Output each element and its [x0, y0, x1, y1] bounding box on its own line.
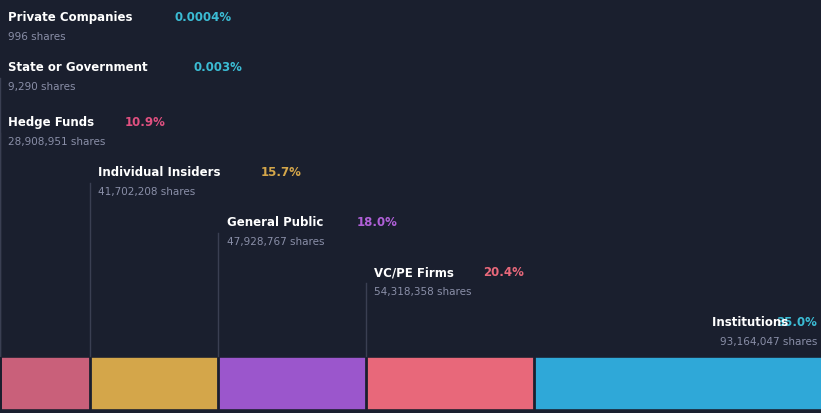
Text: Institutions: Institutions [712, 315, 792, 328]
Text: 41,702,208 shares: 41,702,208 shares [98, 187, 195, 197]
Text: 18.0%: 18.0% [356, 216, 397, 228]
Text: 93,164,047 shares: 93,164,047 shares [719, 336, 817, 346]
Text: 20.4%: 20.4% [483, 266, 524, 278]
Text: State or Government: State or Government [8, 61, 152, 74]
Text: 0.003%: 0.003% [194, 61, 242, 74]
Bar [534, 358, 821, 408]
Text: 996 shares: 996 shares [8, 32, 66, 42]
Text: 28,908,951 shares: 28,908,951 shares [8, 137, 106, 147]
Text: 47,928,767 shares: 47,928,767 shares [227, 236, 324, 247]
Text: 0.0004%: 0.0004% [174, 11, 232, 24]
Bar [89, 358, 218, 408]
Text: 10.9%: 10.9% [125, 116, 166, 129]
Text: 15.7%: 15.7% [261, 166, 302, 178]
Bar [366, 358, 534, 408]
Text: Hedge Funds: Hedge Funds [8, 116, 99, 129]
Text: 9,290 shares: 9,290 shares [8, 82, 76, 92]
Text: VC/PE Firms: VC/PE Firms [374, 266, 458, 278]
Text: 35.0%: 35.0% [776, 315, 817, 328]
Bar [0, 358, 89, 408]
Bar [218, 358, 366, 408]
Text: Individual Insiders: Individual Insiders [98, 166, 224, 178]
Text: General Public: General Public [227, 216, 327, 228]
Text: 54,318,358 shares: 54,318,358 shares [374, 286, 472, 296]
Text: Private Companies: Private Companies [8, 11, 137, 24]
